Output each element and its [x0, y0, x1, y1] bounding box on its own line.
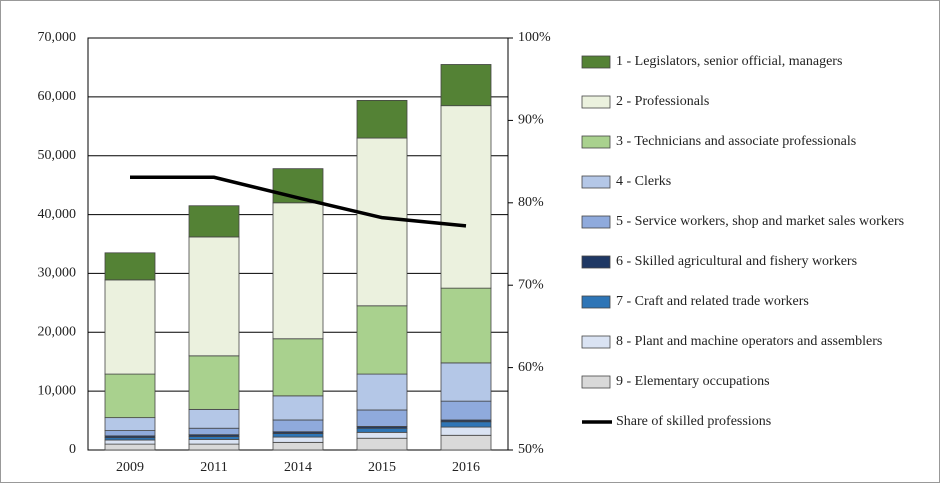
legend-swatch: [581, 375, 611, 389]
legend-swatch: [581, 295, 611, 309]
legend-swatch: [581, 55, 611, 69]
y-tick-label: 40,000: [38, 207, 77, 222]
y2-tick-label: 100%: [518, 30, 551, 45]
bar-segment: [440, 64, 492, 107]
bar-segment: [440, 426, 492, 436]
bar-segment: [104, 373, 156, 419]
bar-segment: [272, 436, 324, 443]
y-tick-label: 0: [69, 442, 76, 457]
y2-tick-label: 50%: [518, 442, 544, 457]
legend-label: Share of skilled professions: [616, 414, 771, 429]
legend-label: 3 - Technicians and associate profession…: [616, 134, 856, 149]
x-tick-label: 2016: [452, 460, 480, 475]
line: [130, 175, 467, 228]
legend-label: 5 - Service workers, shop and market sal…: [616, 214, 904, 229]
bar-segment: [356, 373, 408, 411]
legend-label: 9 - Elementary occupations: [616, 374, 770, 389]
legend-swatch: [581, 95, 611, 109]
bar-segment: [104, 430, 156, 437]
bar-segment: [104, 439, 156, 445]
bar-segment: [188, 355, 240, 410]
x-tick-label: 2015: [368, 460, 396, 475]
bar-segment: [440, 105, 492, 289]
bar-segment: [188, 236, 240, 357]
bar-segment: [356, 99, 408, 139]
bar-segment: [188, 439, 240, 445]
y-tick-label: 50,000: [38, 148, 77, 163]
legend-swatch: [581, 335, 611, 349]
legend-swatch: [581, 255, 611, 269]
bar-segment: [356, 305, 408, 375]
legend-label: 4 - Clerks: [616, 174, 671, 189]
legend-label: 2 - Professionals: [616, 94, 709, 109]
bar-segment: [104, 443, 156, 451]
bar-segment: [356, 137, 408, 307]
y-tick-label: 70,000: [38, 30, 77, 45]
y2-tick-label: 90%: [518, 113, 544, 128]
y-tick-label: 30,000: [38, 266, 77, 281]
bar-segment: [272, 441, 324, 451]
y2-tick-label: 60%: [518, 360, 544, 375]
bar-segment: [272, 395, 324, 421]
legend-label: 7 - Craft and related trade workers: [616, 294, 809, 309]
legend-label: 8 - Plant and machine operators and asse…: [616, 334, 882, 349]
y-tick-label: 10,000: [38, 383, 77, 398]
bar-segment: [188, 408, 240, 429]
bar-segment: [272, 338, 324, 397]
legend-label: 1 - Legislators, senior official, manage…: [616, 54, 842, 69]
bar-segment: [188, 205, 240, 238]
bar-segment: [104, 279, 156, 375]
legend-swatch: [581, 135, 611, 149]
bar-segment: [440, 421, 492, 428]
x-tick-label: 2011: [200, 460, 227, 475]
legend-swatch: [581, 175, 611, 189]
bar-segment: [440, 287, 492, 364]
bar-segment: [272, 419, 324, 433]
y2-tick-label: 80%: [518, 195, 544, 210]
bar-segment: [188, 443, 240, 451]
bar-segment: [104, 252, 156, 281]
x-tick-label: 2014: [284, 460, 312, 475]
bar-segment: [440, 434, 492, 451]
bar-segment: [440, 400, 492, 421]
y2-tick-label: 70%: [518, 277, 544, 292]
bar-segment: [440, 362, 492, 402]
legend-swatch: [581, 215, 611, 229]
y-tick-label: 60,000: [38, 89, 77, 104]
bar-segment: [188, 427, 240, 436]
bar-segment: [356, 431, 408, 439]
x-tick-label: 2009: [116, 460, 144, 475]
y-tick-label: 20,000: [38, 325, 77, 340]
bar-segment: [188, 436, 240, 440]
bar-segment: [356, 427, 408, 433]
bar-segment: [272, 202, 324, 340]
bar-segment: [104, 417, 156, 431]
bar-segment: [356, 409, 408, 427]
bar-segment: [272, 433, 324, 438]
legend-label: 6 - Skilled agricultural and fishery wor…: [616, 254, 857, 269]
bar-segment: [356, 437, 408, 451]
